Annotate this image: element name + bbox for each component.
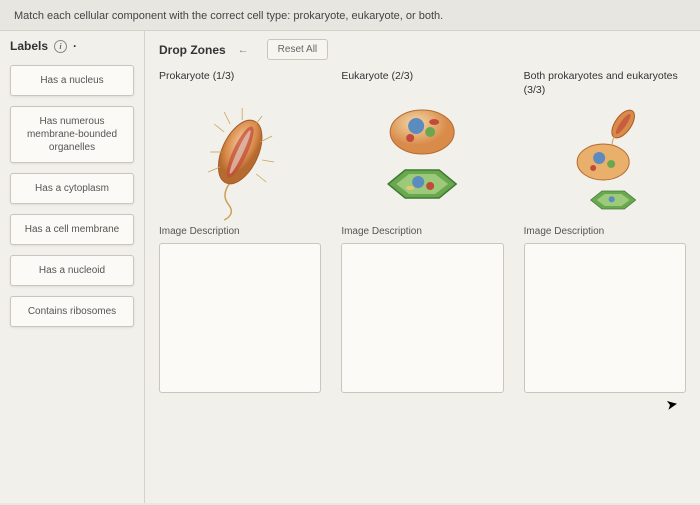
labels-header-dot: · <box>73 39 77 53</box>
label-card[interactable]: Contains ribosomes <box>10 296 134 327</box>
zone-both: Both prokaryotes and eukaryotes (3/3) <box>524 70 686 393</box>
drop-area-eukaryote[interactable] <box>341 243 503 393</box>
eukaryote-image <box>341 102 503 222</box>
both-image <box>524 102 686 222</box>
image-description-link[interactable]: Image Description <box>341 226 503 237</box>
labels-header: Labels i · <box>10 39 134 53</box>
zone-title: Prokaryote (1/3) <box>159 70 321 98</box>
reset-all-button[interactable]: Reset All <box>267 39 328 60</box>
label-card[interactable]: Has a cytoplasm <box>10 173 134 204</box>
zone-title: Eukaryote (2/3) <box>341 70 503 98</box>
dropzones-title: Drop Zones <box>159 43 226 57</box>
drop-area-prokaryote[interactable] <box>159 243 321 393</box>
zone-eukaryote: Eukaryote (2/3) <box>341 70 503 393</box>
image-description-link[interactable]: Image Description <box>524 226 686 237</box>
dropzones-grid: Prokaryote (1/3) <box>159 70 686 393</box>
both-icon <box>524 102 686 222</box>
instruction-text: Match each cellular component with the c… <box>0 0 700 30</box>
label-card[interactable]: Has a nucleoid <box>10 255 134 286</box>
drop-area-both[interactable] <box>524 243 686 393</box>
undo-button[interactable]: ← <box>236 44 251 56</box>
image-description-link[interactable]: Image Description <box>159 226 321 237</box>
labels-title: Labels <box>10 39 48 53</box>
zone-prokaryote: Prokaryote (1/3) <box>159 70 321 393</box>
label-card[interactable]: Has a cell membrane <box>10 214 134 245</box>
label-card[interactable]: Has numerous membrane-bounded organelles <box>10 106 134 163</box>
prokaryote-icon <box>159 102 321 222</box>
eukaryote-icon <box>341 102 503 222</box>
zone-title: Both prokaryotes and eukaryotes (3/3) <box>524 70 686 98</box>
prokaryote-image <box>159 102 321 222</box>
labels-column: Labels i · Has a nucleus Has numerous me… <box>0 31 145 503</box>
main-panel: Labels i · Has a nucleus Has numerous me… <box>0 30 700 503</box>
info-icon[interactable]: i <box>54 40 67 53</box>
dropzones-column: Drop Zones ← Reset All Prokaryote (1/3) <box>145 31 700 503</box>
dropzones-header: Drop Zones ← Reset All <box>159 39 686 60</box>
label-card[interactable]: Has a nucleus <box>10 65 134 96</box>
